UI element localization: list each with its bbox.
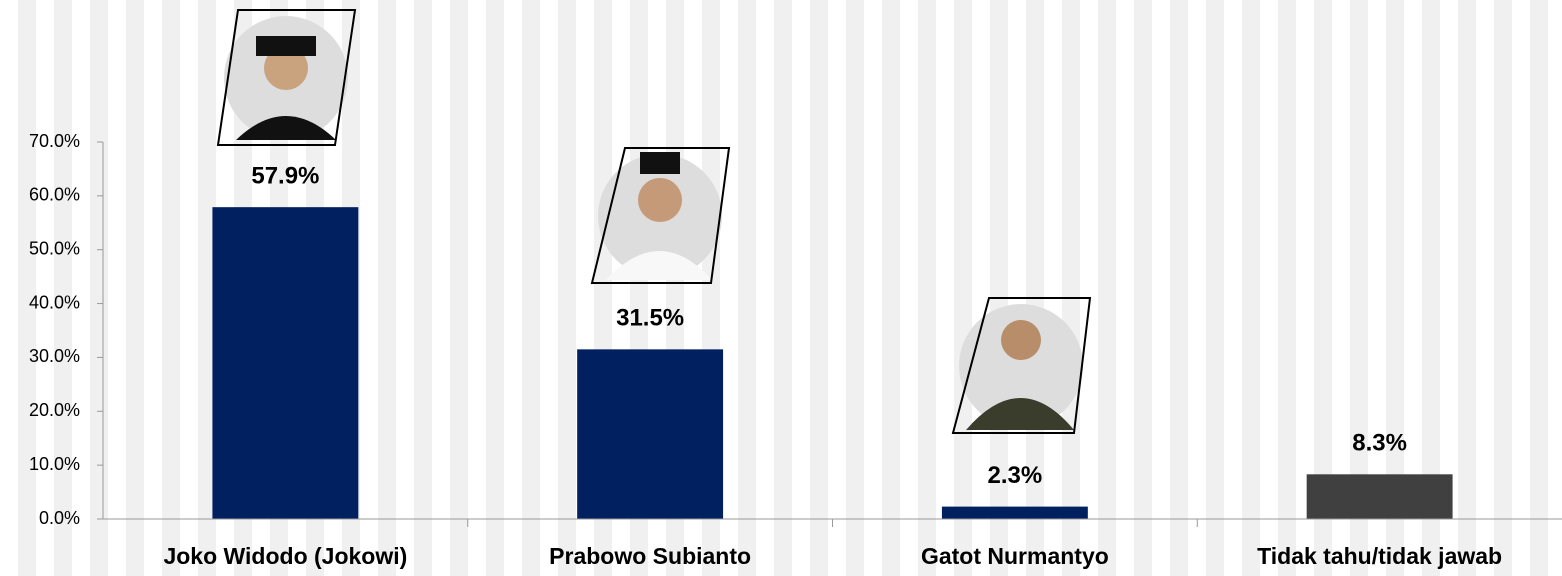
portrait [590,147,731,284]
value-label: 57.9% [251,163,319,190]
bar [941,506,1088,519]
bar [212,207,359,519]
y-tick-label: 60.0% [29,185,80,205]
y-tick-label: 10.0% [29,454,80,474]
bar [577,349,724,519]
value-label: 31.5% [616,305,684,332]
portrait [951,297,1092,434]
y-tick-label: 0.0% [39,508,80,528]
x-tick-label: Prabowo Subianto [549,543,751,569]
x-tick-label: Tidak tahu/tidak jawab [1257,543,1502,569]
value-label: 8.3% [1352,430,1407,457]
x-tick-label: Gatot Nurmantyo [921,543,1109,569]
y-tick-label: 50.0% [29,238,80,258]
y-tick-label: 40.0% [29,292,80,312]
bar [1306,474,1453,519]
portrait [216,9,357,146]
y-tick-label: 20.0% [29,400,80,420]
y-tick-label: 30.0% [29,346,80,366]
x-tick-label: Joko Widodo (Jokowi) [163,543,407,569]
y-tick-label: 70.0% [29,131,80,151]
value-label: 2.3% [988,462,1043,489]
